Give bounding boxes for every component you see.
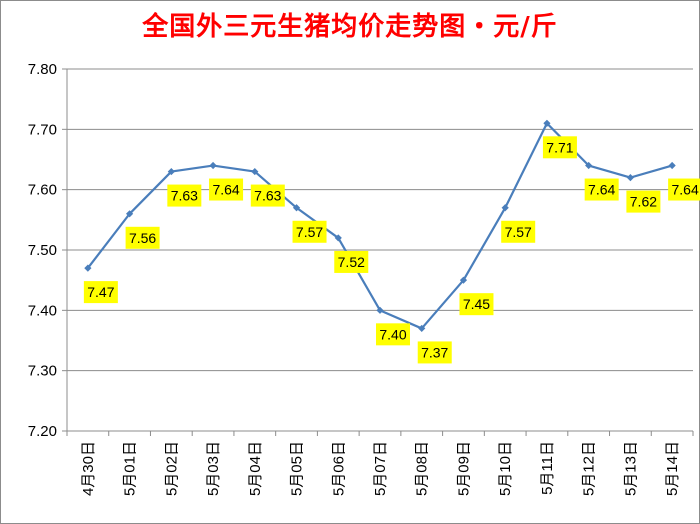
data-point	[459, 276, 468, 284]
y-tick-label: 7.20	[28, 423, 57, 440]
series-points	[84, 119, 676, 333]
y-tick-label: 7.50	[28, 242, 57, 259]
data-point	[585, 161, 593, 170]
data-label-background	[125, 226, 160, 249]
data-label-background	[626, 190, 661, 213]
data-point	[84, 264, 92, 272]
data-point	[668, 161, 676, 170]
y-tick-label: 7.30	[28, 363, 57, 380]
series-line-path	[86, 122, 673, 330]
x-axis-tick-labels: 4月30日 5月01日 5月02日 5月03日 5月04日 5月05日 5月06日 5月07日…	[80, 441, 681, 496]
x-tick-label: 5月11日	[539, 441, 556, 495]
x-tick-label: 5月08日	[414, 441, 431, 496]
data-label: 7.64	[212, 182, 239, 198]
data-label-background	[292, 220, 327, 243]
data-label: 7.56	[129, 230, 156, 246]
data-label: 7.45	[463, 296, 490, 312]
data-label: 7.64	[672, 182, 699, 198]
x-tick-label: 5月06日	[330, 441, 347, 496]
x-tick-label: 5月13日	[622, 441, 639, 496]
axes	[62, 68, 694, 436]
data-point	[501, 204, 509, 212]
data-label-background	[83, 281, 118, 304]
data-labels: 7.47 7.56 7.63 7.64 7.63 7.57 7.52 7.40 7.37 7.45…	[83, 136, 700, 364]
data-label: 7.52	[338, 254, 365, 270]
data-label-background	[250, 184, 285, 207]
x-tick-label: 4月30日	[80, 441, 97, 496]
data-label: 7.71	[546, 139, 573, 155]
data-point	[418, 324, 426, 333]
y-tick-label: 7.70	[28, 121, 57, 138]
y-axis-tick-labels: 7.20 7.30 7.40 7.50 7.60 7.70 7.80	[28, 61, 57, 440]
y-tick-label: 7.40	[28, 302, 57, 319]
data-point	[292, 204, 301, 212]
data-point	[209, 161, 217, 170]
data-label-background	[501, 220, 536, 243]
x-tick-label: 5月05日	[289, 441, 306, 496]
x-tick-label: 5月03日	[205, 441, 222, 496]
data-label-background	[542, 136, 577, 159]
data-label-background	[167, 184, 202, 207]
data-point	[251, 167, 259, 176]
x-tick-label: 5月12日	[581, 441, 598, 496]
x-tick-label: 5月14日	[664, 441, 681, 496]
data-label: 7.63	[254, 188, 281, 204]
data-label: 7.57	[505, 224, 532, 240]
data-label-background	[334, 250, 369, 273]
data-label: 7.37	[421, 344, 448, 360]
data-point	[167, 167, 175, 176]
data-point	[376, 306, 384, 314]
x-tick-label: 5月09日	[455, 441, 472, 496]
data-label: 7.62	[630, 194, 657, 210]
x-tick-label: 5月01日	[122, 441, 139, 496]
data-label: 7.63	[171, 188, 198, 204]
data-point	[126, 210, 134, 218]
data-point	[626, 174, 634, 182]
data-label-background	[209, 178, 244, 201]
data-label: 7.47	[87, 284, 114, 300]
data-label-background	[668, 178, 700, 201]
data-label: 7.40	[379, 326, 406, 342]
data-point	[543, 119, 551, 127]
y-tick-label: 7.60	[28, 182, 57, 199]
x-tick-label: 5月04日	[247, 441, 264, 496]
x-tick-label: 5月02日	[163, 441, 180, 496]
chart-title: 全国外三元生猪均价走势图・元/斤	[142, 12, 558, 42]
x-tick-label: 5月10日	[497, 441, 514, 496]
data-label: 7.57	[296, 224, 323, 240]
y-tick-label: 7.80	[28, 61, 57, 78]
data-label-background	[376, 323, 410, 346]
x-tick-label: 5月07日	[372, 441, 389, 496]
data-label: 7.64	[588, 182, 615, 198]
data-label-background	[584, 178, 619, 201]
data-label-background	[417, 341, 452, 364]
gridlines	[67, 68, 693, 432]
series-line	[86, 122, 673, 330]
data-point	[334, 234, 342, 242]
data-label-background	[459, 293, 494, 316]
